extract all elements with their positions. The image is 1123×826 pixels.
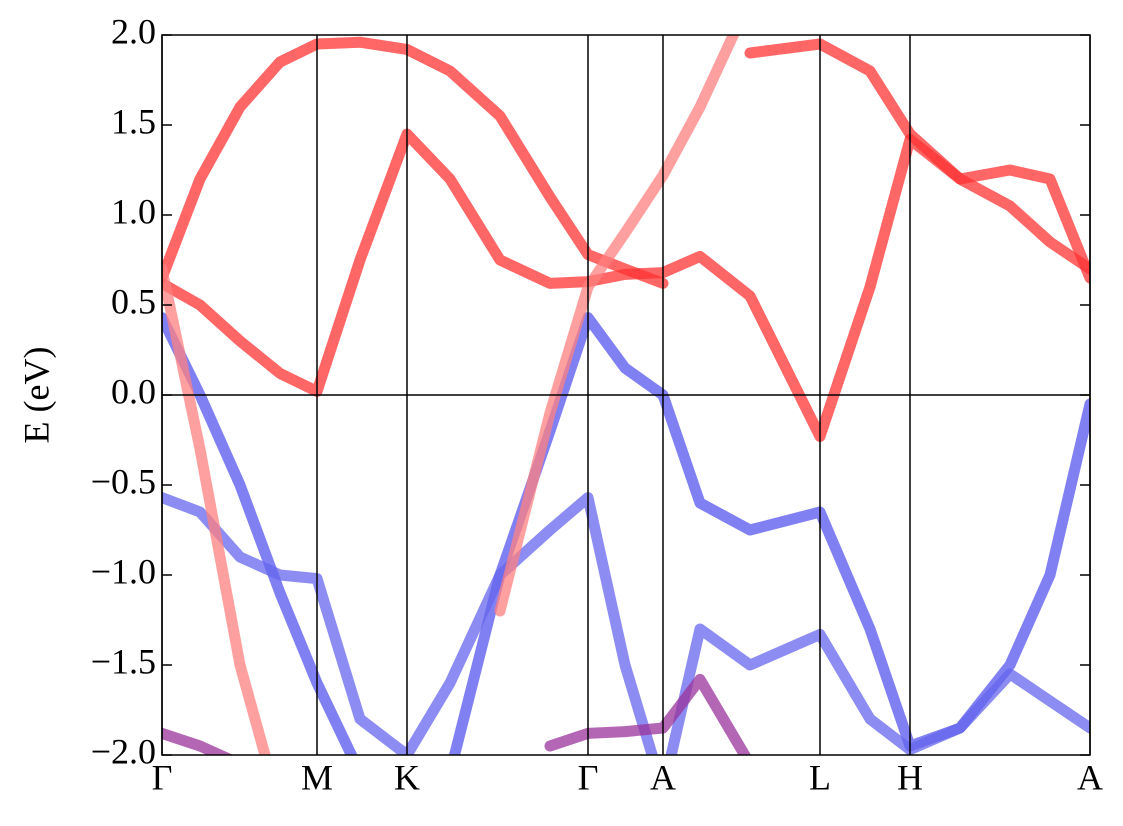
y-tick-label: 0.0 (111, 371, 156, 411)
x-tick-label: Γ (578, 757, 599, 797)
y-tick-label: −0.5 (91, 461, 156, 501)
band (744, 38, 1090, 275)
band (544, 673, 752, 755)
y-tick-label: 0.5 (111, 281, 156, 321)
x-tick-label: Γ (152, 757, 173, 797)
y-tick-label: −2.0 (91, 731, 156, 771)
y-tick-label: −1.5 (91, 641, 156, 681)
y-tick-label: 1.5 (111, 101, 156, 141)
y-axis-label: E (eV) (16, 347, 56, 444)
band (162, 312, 1090, 755)
x-tick-label: A (650, 757, 676, 797)
y-tick-label: −1.0 (91, 551, 156, 591)
y-tick-label: 1.0 (111, 191, 156, 231)
x-tick-label: K (394, 757, 420, 797)
band (162, 263, 271, 755)
x-tick-label: L (809, 757, 831, 797)
band (162, 128, 1090, 442)
y-tick-label: 2.0 (111, 11, 156, 51)
band (494, 35, 740, 617)
bands (162, 35, 1090, 755)
x-tick-label: H (897, 757, 923, 797)
band (162, 492, 1090, 755)
x-tick-label: A (1077, 757, 1103, 797)
band (162, 727, 234, 755)
x-tick-label: M (301, 757, 333, 797)
